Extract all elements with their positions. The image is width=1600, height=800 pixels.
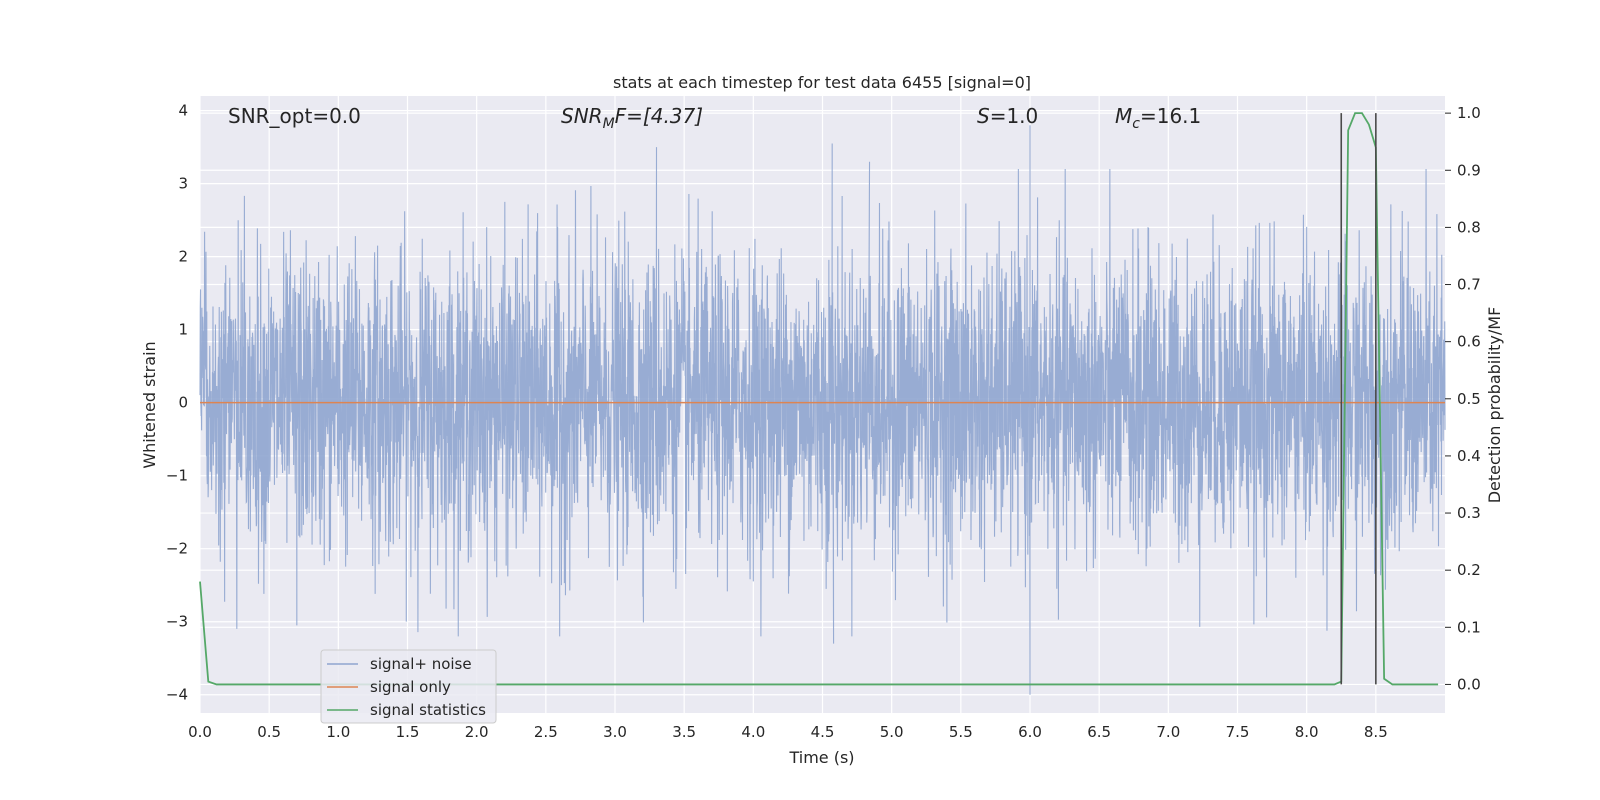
annotation-s-stat: S=1.0 bbox=[977, 104, 1038, 128]
x-tick-label: 7.0 bbox=[1156, 723, 1180, 741]
legend-label-statistics: signal statistics bbox=[370, 701, 486, 719]
x-tick-label: 5.5 bbox=[949, 723, 973, 741]
y-tick-label-right: 0.8 bbox=[1457, 218, 1481, 236]
x-tick-label: 1.5 bbox=[396, 723, 420, 741]
tick-labels: 0.0 0.5 1.0 1.5 2.0 2.5 3.0 3.5 4.0 4.5 5.0 5.5 6.0 6… bbox=[166, 102, 1481, 741]
legend: signal+ noise signal only signal statist… bbox=[320, 649, 497, 724]
x-axis-label: Time (s) bbox=[788, 748, 854, 767]
y-tick-label-left: −1 bbox=[166, 467, 188, 485]
y-tick-label-right: 0.4 bbox=[1457, 447, 1481, 465]
annotation-snr-mf: SNRMF=[4.37] bbox=[561, 104, 703, 132]
y-tick-label-left: 2 bbox=[178, 248, 188, 266]
annotation-mc: Mc=16.1 bbox=[1115, 104, 1201, 132]
x-tick-label: 3.5 bbox=[672, 723, 696, 741]
y-tick-label-right: 1.0 bbox=[1457, 104, 1481, 122]
y-tick-label-right: 0.3 bbox=[1457, 504, 1481, 522]
y-tick-label-left: 1 bbox=[178, 321, 188, 339]
x-tick-label: 0.5 bbox=[257, 723, 281, 741]
x-tick-label: 2.5 bbox=[534, 723, 558, 741]
y-tick-label-left: 4 bbox=[178, 102, 188, 120]
y-tick-label-right: 0.9 bbox=[1457, 161, 1481, 179]
y-tick-label-right: 0.1 bbox=[1457, 618, 1481, 636]
y-tick-label-right: 0.6 bbox=[1457, 333, 1481, 351]
y-axis-label-right: Detection probability/MF bbox=[1485, 307, 1504, 504]
x-tick-label: 4.5 bbox=[811, 723, 835, 741]
x-tick-label: 2.0 bbox=[465, 723, 489, 741]
x-tick-label: 8.0 bbox=[1295, 723, 1319, 741]
x-tick-label: 1.0 bbox=[326, 723, 350, 741]
x-tick-label: 8.5 bbox=[1364, 723, 1388, 741]
annotation-snr-opt: SNR_opt=0.0 bbox=[228, 104, 361, 128]
noise-series bbox=[199, 125, 1446, 695]
chart-title: stats at each timestep for test data 645… bbox=[613, 73, 1031, 92]
y-tick-label-right: 0.0 bbox=[1457, 675, 1481, 693]
statistics-line bbox=[199, 112, 1439, 686]
y-tick-label-left: −3 bbox=[166, 613, 188, 631]
x-tick-label: 3.0 bbox=[603, 723, 627, 741]
vertical-markers bbox=[1340, 113, 1377, 685]
x-tick-label: 5.0 bbox=[880, 723, 904, 741]
noise-trace bbox=[199, 125, 1446, 695]
y-tick-label-right: 0.5 bbox=[1457, 390, 1481, 408]
y-tick-label-left: 3 bbox=[178, 175, 188, 193]
legend-box bbox=[320, 649, 497, 724]
y-tick-label-right: 0.7 bbox=[1457, 276, 1481, 294]
y-tick-label-left: −4 bbox=[166, 686, 188, 704]
legend-label-signal: signal only bbox=[370, 678, 451, 696]
x-tick-label: 6.5 bbox=[1087, 723, 1111, 741]
y-tick-label-left: 0 bbox=[178, 394, 188, 412]
statistics-series bbox=[199, 112, 1439, 686]
y-tick-label-right: 0.2 bbox=[1457, 561, 1481, 579]
legend-label-noise: signal+ noise bbox=[370, 655, 472, 673]
x-tick-label: 0.0 bbox=[188, 723, 212, 741]
x-tick-label: 4.0 bbox=[741, 723, 765, 741]
x-tick-label: 7.5 bbox=[1226, 723, 1250, 741]
y-tick-label-left: −2 bbox=[166, 540, 188, 558]
x-tick-label: 6.0 bbox=[1018, 723, 1042, 741]
y-axis-label-left: Whitened strain bbox=[140, 341, 159, 468]
